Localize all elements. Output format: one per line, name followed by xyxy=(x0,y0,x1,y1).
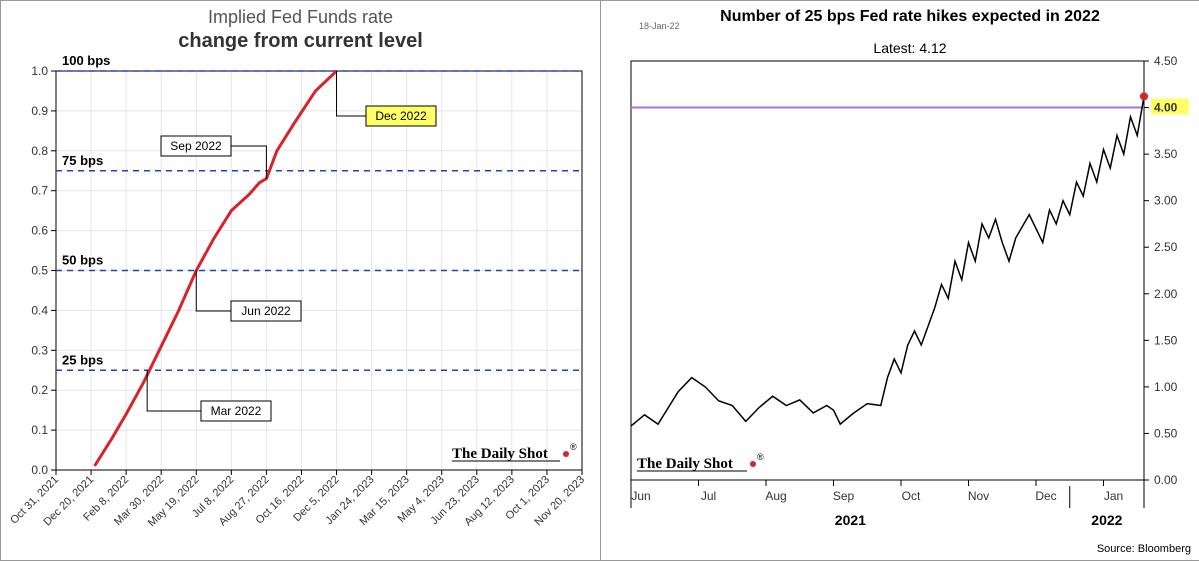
svg-text:®: ® xyxy=(757,452,764,462)
right-panel: Number of 25 bps Fed rate hikes expected… xyxy=(601,1,1199,560)
left-title-2: change from current level xyxy=(178,30,423,52)
source-label: The Daily Shot xyxy=(452,446,548,462)
y-tick-label: 2.50 xyxy=(1154,240,1178,254)
x-tick-label: Jul xyxy=(701,489,716,503)
y-tick-label: 0.9 xyxy=(31,104,48,118)
callout-label: Dec 2022 xyxy=(375,109,427,123)
y-tick-label: 3.00 xyxy=(1154,194,1178,208)
y-tick-label: 1.50 xyxy=(1154,333,1178,347)
callout-label: Jun 2022 xyxy=(241,304,291,318)
y-tick-label: 1.0 xyxy=(31,64,48,78)
date-stamp: 18-Jan-22 xyxy=(639,21,680,31)
x-group-right: 2022 xyxy=(1091,512,1122,528)
y-tick-label: 3.50 xyxy=(1154,147,1178,161)
x-tick-label: Dec xyxy=(1035,489,1056,503)
x-tick-label: Nov xyxy=(968,489,989,503)
source-label: The Daily Shot xyxy=(637,456,733,472)
latest-label: Latest: 4.12 xyxy=(873,40,946,56)
left-title-1: Implied Fed Funds rate xyxy=(208,7,393,27)
x-tick-label: Oct xyxy=(902,489,921,503)
right-chart: Number of 25 bps Fed rate hikes expected… xyxy=(601,1,1199,560)
y-tick-label: 0.2 xyxy=(31,383,48,397)
x-tick-label: Aug xyxy=(765,489,786,503)
right-title: Number of 25 bps Fed rate hikes expected… xyxy=(720,8,1100,25)
y-tick-label: 0.3 xyxy=(31,343,48,357)
y-tick-label: 0.7 xyxy=(31,184,48,198)
callout-label: Mar 2022 xyxy=(211,404,262,418)
x-group-left: 2021 xyxy=(835,512,866,528)
x-tick-label: Sep xyxy=(833,489,855,503)
endpoint-dot-icon xyxy=(1140,92,1148,100)
left-panel: Implied Fed Funds rate change from curren… xyxy=(1,1,601,560)
left-chart: Implied Fed Funds rate change from curren… xyxy=(1,1,600,560)
y-tick-label: 0.50 xyxy=(1154,426,1178,440)
y-tick-label: 0.0 xyxy=(31,463,48,477)
y-tick-label: 4.50 xyxy=(1154,54,1178,68)
chart-pair: Implied Fed Funds rate change from curren… xyxy=(0,0,1199,561)
bps-label: 50 bps xyxy=(62,253,103,268)
source-bloomberg: Source: Bloomberg xyxy=(1097,543,1191,555)
y-tick-label: 0.5 xyxy=(31,264,48,278)
y-tick-label: 0.1 xyxy=(31,423,48,437)
x-tick-label: Jun xyxy=(631,489,650,503)
source-dot-icon xyxy=(563,451,569,457)
svg-text:®: ® xyxy=(570,442,577,452)
bps-label: 75 bps xyxy=(62,153,103,168)
y-tick-label: 2.00 xyxy=(1154,287,1178,301)
bps-label: 100 bps xyxy=(62,53,110,68)
source-dot-icon xyxy=(750,461,756,467)
x-tick-label: Jan xyxy=(1104,489,1123,503)
y-tick-label: 0.6 xyxy=(31,224,48,238)
y-tick-label: 0.00 xyxy=(1154,473,1178,487)
bps-label: 25 bps xyxy=(62,352,103,367)
y-tick-label: 4.00 xyxy=(1154,101,1178,115)
callout-label: Sep 2022 xyxy=(170,139,222,153)
y-tick-label: 1.00 xyxy=(1154,380,1178,394)
y-tick-label: 0.4 xyxy=(31,303,48,317)
y-tick-label: 0.8 xyxy=(31,144,48,158)
